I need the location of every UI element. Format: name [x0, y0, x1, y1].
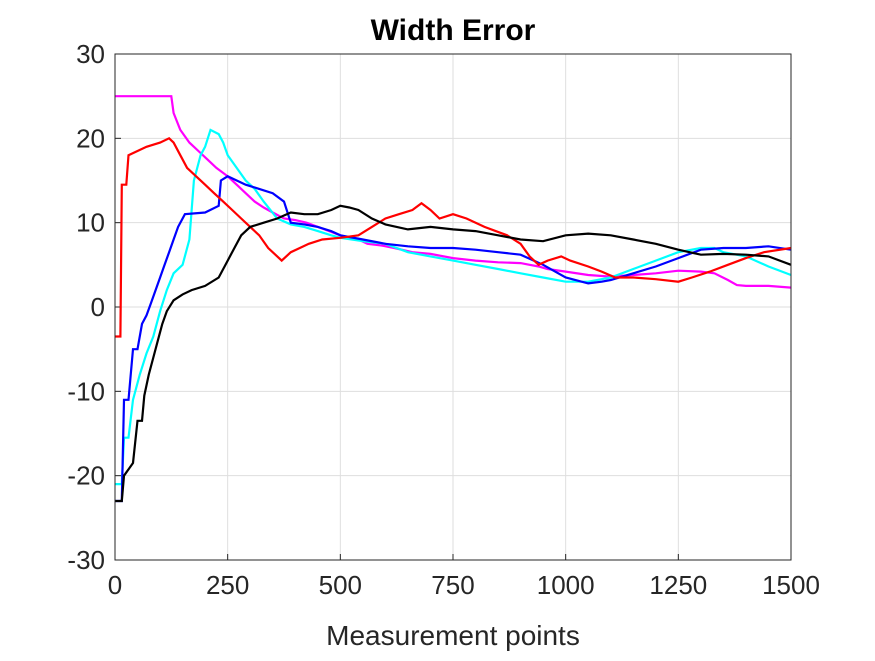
grid: [114, 53, 792, 561]
y-tick-label: -10: [67, 376, 105, 406]
y-tick-labels: 30 20 10 0 -10 -20 -30: [67, 39, 105, 575]
series-line-2: [115, 128, 792, 486]
chart-title: Width Error: [371, 14, 536, 47]
x-tick-label: 0: [108, 570, 122, 600]
x-tick-labels: 0 250 500 750 1000 1250 1500: [108, 570, 820, 600]
x-tick-label: 500: [319, 570, 362, 600]
axes-frame: [114, 53, 792, 561]
series-line-1: [115, 95, 792, 289]
y-tick-label: 20: [76, 123, 105, 153]
x-tick-label: 1500: [762, 570, 820, 600]
x-axis-label: Measurement points: [326, 620, 580, 651]
y-tick-label: -20: [67, 461, 105, 491]
series-line-5: [115, 204, 792, 503]
x-tick-label: 250: [206, 570, 249, 600]
series-line-3: [115, 175, 792, 503]
y-tick-label: 10: [76, 208, 105, 238]
y-tick-label: -30: [67, 545, 105, 575]
x-tick-label: 1250: [649, 570, 707, 600]
y-tick-label: 0: [91, 292, 105, 322]
series-line-4: [115, 136, 792, 338]
y-tick-label: 30: [76, 39, 105, 69]
series-group: [115, 95, 792, 503]
x-tick-label: 750: [431, 570, 474, 600]
x-tick-label: 1000: [537, 570, 595, 600]
